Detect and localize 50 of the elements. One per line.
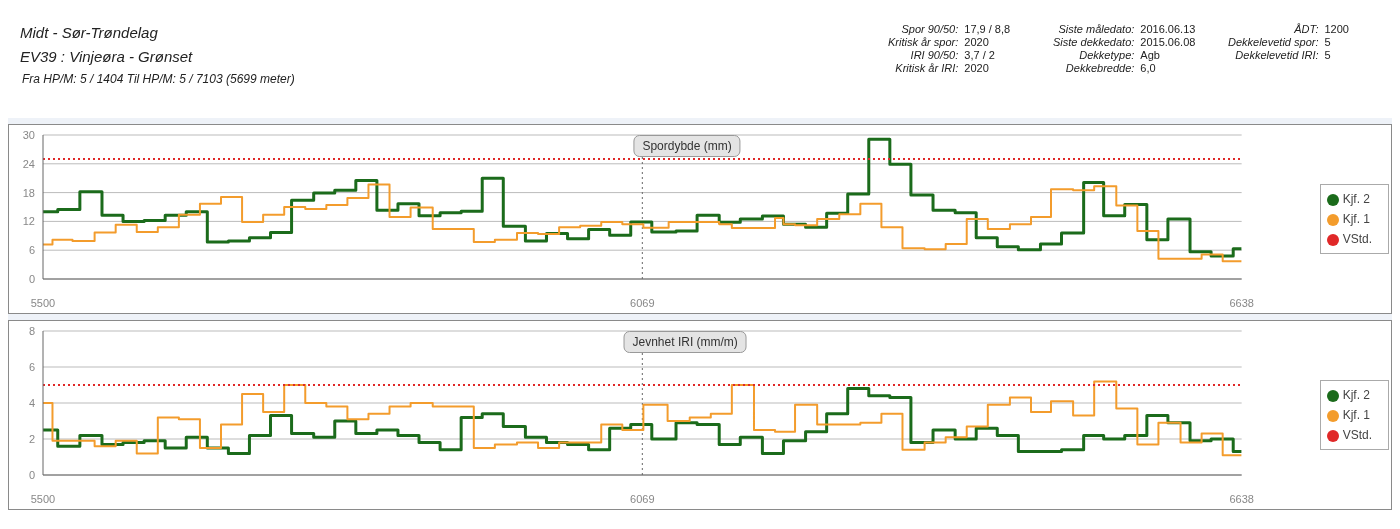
- text: Kritisk år spor:: [888, 36, 959, 49]
- x-tick-label: 6638: [1229, 296, 1254, 309]
- text: 3,7 / 2: [964, 49, 996, 62]
- text: Dekkelevetid spor:: [1228, 36, 1319, 49]
- y-tick-label: 30: [22, 128, 35, 141]
- text: ÅDT:: [1293, 23, 1319, 36]
- y-tick-label: 2: [28, 432, 35, 445]
- y-tick-label: 8: [28, 324, 35, 337]
- x-tick-label: 5500: [30, 492, 56, 505]
- text: 1200: [1324, 23, 1349, 36]
- y-tick-label: 24: [22, 157, 35, 170]
- text: 2020: [964, 36, 990, 49]
- legend-label: Kjf. 2: [1342, 192, 1370, 206]
- x-tick-label: 6069: [630, 492, 655, 505]
- legend-label: VStd.: [1342, 428, 1372, 442]
- text: IRI 90/50:: [909, 49, 959, 62]
- text: Siste dekkedato:: [1053, 36, 1135, 49]
- y-tick-label: 18: [22, 186, 35, 199]
- text: Midt - Sør-Trøndelag: [20, 24, 158, 41]
- text: Dekkelevetid IRI:: [1234, 49, 1319, 62]
- text: Fra HP/M: 5 / 1404 Til HP/M: 5 / 7103 (5699 meter): [22, 72, 295, 86]
- text: 5: [1324, 36, 1332, 49]
- text: Dekketype:: [1078, 49, 1135, 62]
- text: Spor 90/50:: [900, 23, 959, 36]
- text: 2016.06.13: [1140, 23, 1196, 36]
- legend-label: Kjf. 1: [1342, 212, 1370, 226]
- y-tick-label: 6: [28, 244, 35, 257]
- y-tick-label: 0: [28, 468, 35, 481]
- text: Dekkebredde:: [1064, 62, 1135, 75]
- text: 17,9 / 8,8: [964, 23, 1011, 36]
- text: EV39 : Vinjeøra - Grønset: [20, 48, 193, 65]
- chart-title: Jevnhet IRI (mm/m): [623, 331, 747, 353]
- x-tick-label: 6638: [1229, 492, 1254, 505]
- y-tick-label: 0: [28, 272, 35, 285]
- text: 6,0: [1140, 62, 1157, 75]
- chart-title: Spordybde (mm): [633, 135, 741, 157]
- y-tick-label: 12: [22, 215, 35, 228]
- text: 2015.06.08: [1140, 36, 1196, 49]
- legend-label: VStd.: [1342, 232, 1372, 246]
- y-tick-label: 4: [28, 396, 35, 409]
- text: Kritisk år IRI:: [894, 62, 959, 75]
- x-tick-label: 5500: [30, 296, 56, 309]
- text: Agb: [1140, 49, 1161, 62]
- legend-label: Kjf. 2: [1342, 388, 1370, 402]
- text: 5: [1324, 49, 1332, 62]
- text: Siste måledato:: [1057, 23, 1135, 36]
- y-tick-label: 6: [28, 360, 35, 373]
- text: 2020: [964, 62, 990, 75]
- x-tick-label: 6069: [630, 296, 655, 309]
- legend-label: Kjf. 1: [1342, 408, 1370, 422]
